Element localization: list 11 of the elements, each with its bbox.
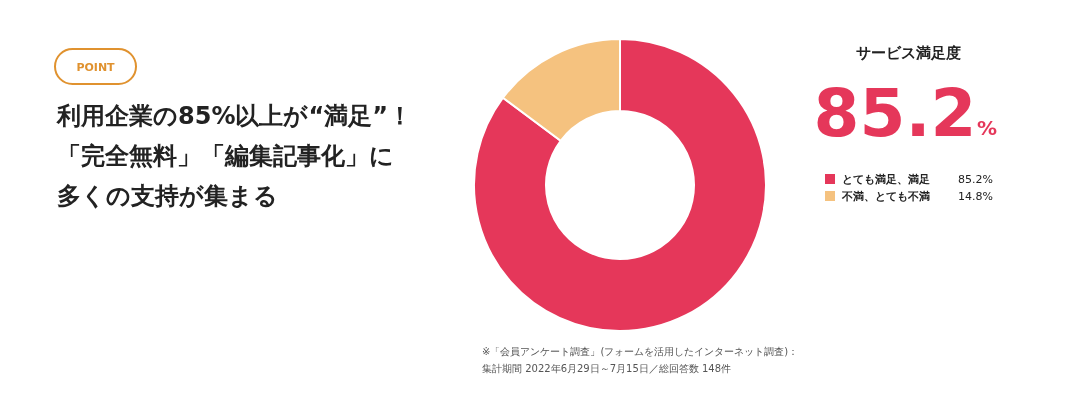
text: 85.2 <box>813 75 977 152</box>
text: POINT <box>76 61 116 74</box>
legend-label: とても満足、満足 <box>842 173 930 185</box>
legend-label: 不満、とても不満 <box>841 190 930 202</box>
text: % <box>977 116 998 140</box>
data-label: 14.8% <box>958 190 993 203</box>
chart-subtitle: サービス満足度 <box>855 44 961 62</box>
data-label: 85.2% <box>958 173 993 186</box>
text: 利用企業の85%以上が“満足”！「完全無料」「編集記事化」に多くの支持が集まる <box>56 102 412 210</box>
text: 集計期間 2022年6月29日～7月15日／総回答数 148件 <box>482 363 732 374</box>
text: ※「会員アンケート調査」(フォームを活用したインターネット調査)： <box>482 346 799 357</box>
